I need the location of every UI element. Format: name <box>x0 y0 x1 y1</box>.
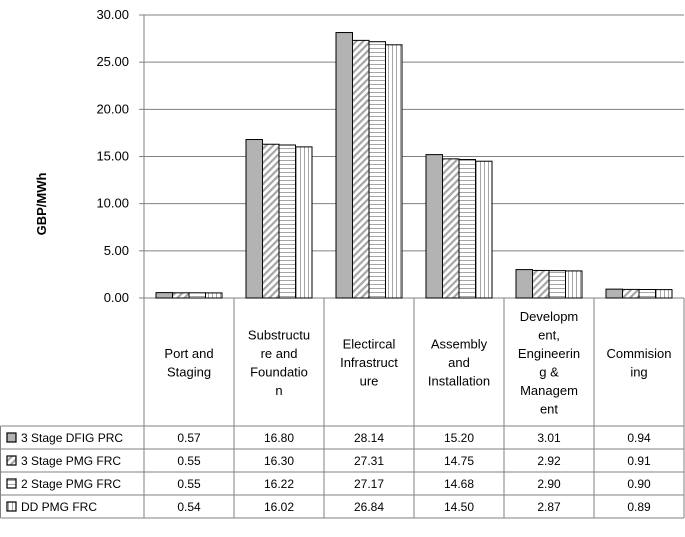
table-cell-value: 0.91 <box>627 454 651 468</box>
table-cell-value: 26.84 <box>354 500 384 514</box>
table-cell-value: 27.17 <box>354 477 384 491</box>
table-cell-value: 14.75 <box>444 454 474 468</box>
x-category-label: Port and Staging <box>164 346 213 380</box>
bar <box>368 41 386 299</box>
table-cell-value: 16.02 <box>264 500 294 514</box>
legend-series-name: 3 Stage PMG FRC <box>21 454 121 468</box>
y-tick-label: 25.00 <box>96 54 129 69</box>
gridlines <box>139 14 684 299</box>
x-category-label: Assembly and Installation <box>428 337 490 389</box>
x-category-label: Developm ent, Engineerin g & Managem ent <box>518 309 580 417</box>
legend-series-name: 2 Stage PMG FRC <box>21 477 121 491</box>
table-cell-value: 0.90 <box>627 477 651 491</box>
legend-swatch <box>6 455 17 466</box>
y-tick-label: 20.00 <box>96 101 129 116</box>
bar <box>605 288 623 299</box>
bar <box>475 160 493 299</box>
bar <box>295 146 313 299</box>
table-cell-value: 0.54 <box>177 500 201 514</box>
table-cell-value: 16.80 <box>264 431 294 445</box>
table-cell-value: 16.30 <box>264 454 294 468</box>
bar <box>245 139 263 299</box>
bar <box>205 292 223 299</box>
table-cell-value: 28.14 <box>354 431 384 445</box>
bar <box>638 289 656 299</box>
y-axis-label: GBP/MWh <box>34 173 49 236</box>
x-category-label: Commision ing <box>606 346 671 380</box>
table-cell-value: 0.89 <box>627 500 651 514</box>
bar <box>548 270 566 299</box>
legend-swatch <box>6 478 17 489</box>
table-cell-value: 14.68 <box>444 477 474 491</box>
table-cell-value: 0.94 <box>627 431 651 445</box>
table-cell-value: 0.57 <box>177 431 201 445</box>
y-axis-tick-labels: 0.00 5.00 10.00 15.00 20.00 25.00 30.00 <box>96 7 129 305</box>
table-cell-value: 2.92 <box>537 454 561 468</box>
y-tick-label: 15.00 <box>96 149 129 164</box>
bar <box>532 269 550 299</box>
table-cell-value: 2.90 <box>537 477 561 491</box>
table-cell-value: 2.87 <box>537 500 561 514</box>
bar <box>442 158 460 299</box>
bar <box>458 159 476 299</box>
bar <box>172 292 190 299</box>
bar <box>352 39 370 299</box>
table-cell-value: 27.31 <box>354 454 384 468</box>
bar <box>188 292 206 299</box>
y-tick-label: 10.00 <box>96 196 129 211</box>
x-category-label: Electircal Infrastruct ure <box>340 337 398 389</box>
table-cell-value: 14.50 <box>444 500 474 514</box>
table-cell-value: 0.55 <box>177 454 201 468</box>
x-category-label: Substructu re and Foundatio n <box>248 327 310 398</box>
bar <box>565 270 583 299</box>
y-tick-label: 5.00 <box>104 243 129 258</box>
y-tick-label: 30.00 <box>96 7 129 22</box>
bars <box>155 32 673 299</box>
table-cell-value: 0.55 <box>177 477 201 491</box>
legend-series-name: 3 Stage DFIG PRC <box>21 431 123 445</box>
table-cell-value: 15.20 <box>444 431 474 445</box>
bar <box>262 143 280 299</box>
bar <box>655 289 673 299</box>
data-table: Port and Staging Substructu re and Foundatio… <box>0 298 685 519</box>
table-cell-value: 3.01 <box>537 431 561 445</box>
legend-swatch <box>6 501 17 512</box>
legend-swatch <box>6 432 17 443</box>
bar <box>515 269 533 299</box>
table-cell-value: 16.22 <box>264 477 294 491</box>
bar <box>425 154 443 299</box>
bar <box>278 144 296 299</box>
bar <box>622 288 640 299</box>
bar <box>385 44 403 299</box>
y-tick-label: 0.00 <box>104 290 129 305</box>
bar <box>335 32 353 299</box>
bar <box>155 292 173 299</box>
legend-series-name: DD PMG FRC <box>21 500 97 514</box>
